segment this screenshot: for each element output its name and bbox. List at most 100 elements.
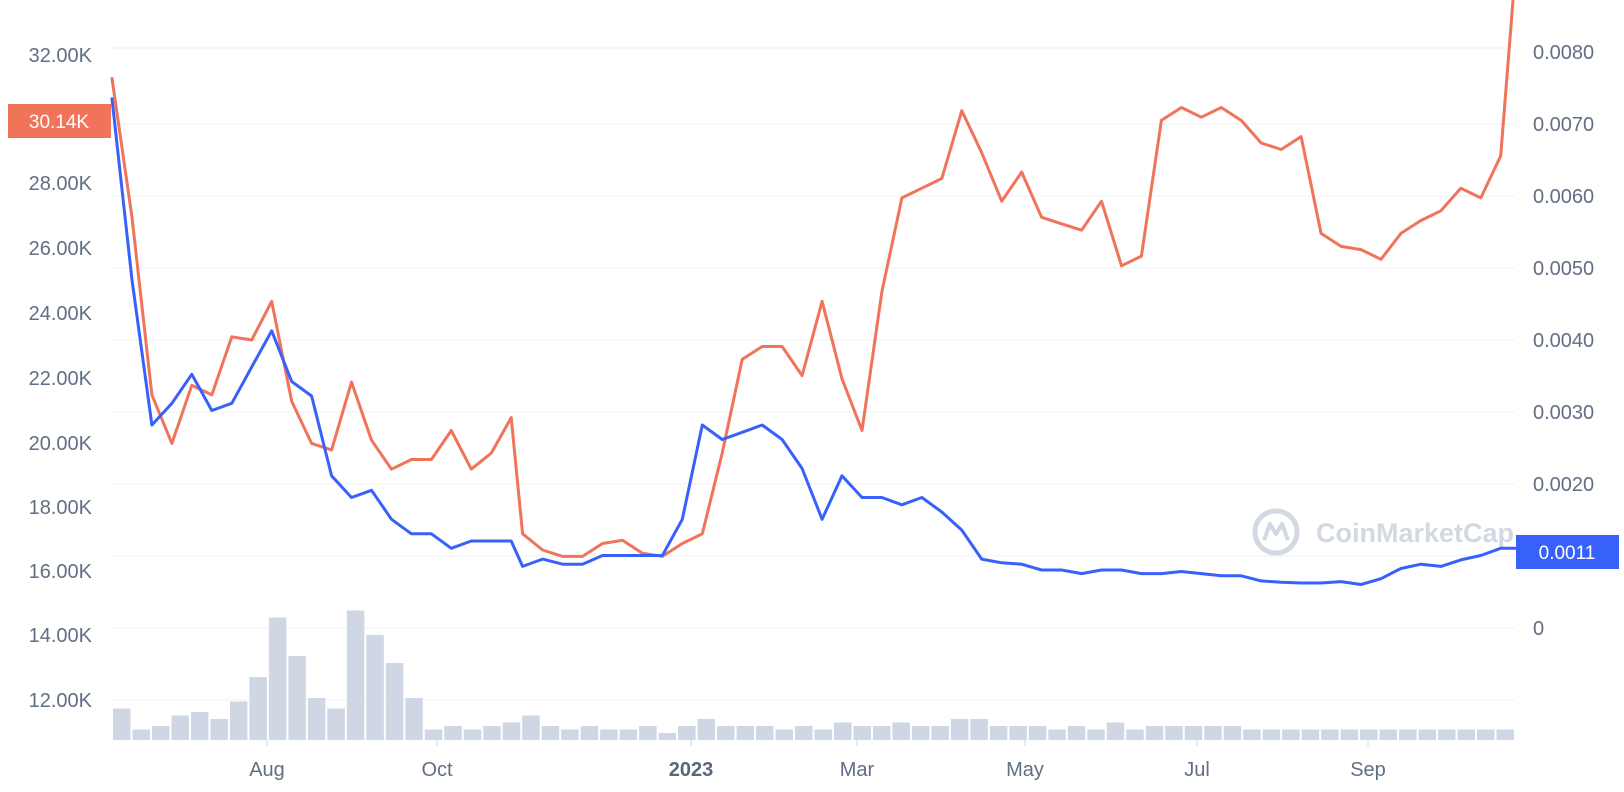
- volume-bar: [1282, 729, 1300, 740]
- x-tick-label: Sep: [1350, 759, 1386, 781]
- volume-bar: [346, 610, 365, 740]
- volume-bars: [113, 610, 1514, 740]
- y-left-tick-label: 18.00K: [29, 497, 93, 519]
- volume-bar: [1204, 726, 1222, 740]
- volume-bar: [756, 726, 774, 740]
- volume-bar: [970, 719, 988, 740]
- volume-bar: [1106, 722, 1125, 740]
- volume-bar: [1184, 726, 1203, 740]
- volume-bar: [385, 663, 404, 740]
- volume-bar: [1145, 726, 1164, 740]
- series-lines: [110, 0, 1517, 586]
- coinmarketcap-logo-icon: [1252, 508, 1300, 556]
- volume-bar: [1262, 729, 1281, 740]
- volume-bar: [1048, 729, 1066, 740]
- volume-bar: [190, 712, 209, 740]
- volume-bar: [736, 726, 755, 740]
- y-right-tick-label: 0.0060: [1533, 186, 1594, 208]
- volume-bar: [268, 617, 287, 740]
- left-price-badge: 30.14K: [8, 104, 111, 138]
- volume-bar: [1457, 729, 1476, 740]
- volume-bar: [424, 729, 443, 740]
- volume-bar: [1496, 729, 1514, 740]
- volume-bar: [892, 722, 910, 740]
- y-left-tick-label: 14.00K: [29, 625, 93, 647]
- y-axis-right: 0.0080 0.0070 0.0060 0.0050 0.0040 0.0030 0.00…: [1533, 42, 1594, 640]
- volume-bar: [113, 708, 131, 740]
- volume-bar: [229, 701, 248, 740]
- volume-bar: [619, 729, 638, 740]
- x-tick-label: Jul: [1184, 759, 1210, 781]
- volume-bar: [151, 726, 170, 740]
- volume-bar: [1028, 726, 1047, 740]
- volume-bar: [366, 635, 384, 740]
- volume-bar: [463, 729, 482, 740]
- volume-bar: [600, 729, 618, 740]
- volume-bar: [210, 719, 228, 740]
- volume-bar: [1321, 729, 1339, 740]
- right-price-badge-text: 0.0011: [1539, 543, 1596, 564]
- coinmarketcap-logo-mark: [1262, 522, 1290, 541]
- series-line-right: [110, 97, 1517, 586]
- volume-bar: [911, 726, 930, 740]
- volume-bar: [950, 719, 969, 740]
- left-price-badge-text: 30.14K: [29, 112, 90, 133]
- volume-bar: [1477, 729, 1495, 740]
- volume-bar: [1360, 729, 1378, 740]
- y-right-tick-label: 0: [1533, 618, 1544, 640]
- y-right-tick-label: 0.0030: [1533, 402, 1594, 424]
- y-left-tick-label: 24.00K: [29, 303, 93, 325]
- volume-bar: [697, 719, 716, 740]
- volume-bar: [1418, 729, 1437, 740]
- x-tick-label: Oct: [421, 759, 453, 781]
- volume-bar: [288, 656, 306, 740]
- volume-bar: [872, 726, 891, 740]
- volume-bar: [1009, 726, 1027, 740]
- y-right-tick-label: 0.0080: [1533, 42, 1594, 64]
- volume-bar: [775, 729, 794, 740]
- volume-bar: [931, 726, 949, 740]
- volume-bar: [814, 729, 832, 740]
- volume-bar: [1379, 729, 1398, 740]
- volume-bar: [717, 726, 735, 740]
- volume-bar: [1301, 729, 1320, 740]
- volume-bar: [639, 726, 657, 740]
- x-tick-label: Mar: [840, 759, 875, 781]
- volume-bar: [678, 726, 696, 740]
- volume-bar: [249, 677, 267, 740]
- volume-bar: [795, 726, 813, 740]
- right-price-badge: 0.0011: [1516, 535, 1619, 569]
- y-right-tick-label: 0.0070: [1533, 114, 1594, 136]
- volume-bar: [1126, 729, 1144, 740]
- volume-bar: [1340, 729, 1359, 740]
- watermark: CoinMarketCap: [1252, 508, 1514, 556]
- y-axis-left: 32.00K 28.00K 26.00K 24.00K 22.00K 20.00K 18.0…: [29, 45, 93, 712]
- x-tick-label: May: [1006, 759, 1044, 781]
- volume-bar: [1223, 726, 1242, 740]
- watermark-text: CoinMarketCap: [1316, 518, 1514, 548]
- volume-bar: [327, 708, 345, 740]
- y-right-tick-label: 0.0020: [1533, 474, 1594, 496]
- volume-bar: [561, 729, 579, 740]
- volume-bar: [853, 726, 871, 740]
- volume-bar: [1165, 726, 1183, 740]
- volume-bar: [1067, 726, 1086, 740]
- y-left-tick-label: 22.00K: [29, 368, 93, 390]
- volume-bar: [483, 726, 501, 740]
- volume-bar: [1087, 729, 1105, 740]
- volume-bar: [444, 726, 462, 740]
- volume-bar: [541, 726, 560, 740]
- grid-lines: [112, 47, 1515, 701]
- y-left-tick-label: 28.00K: [29, 173, 93, 195]
- volume-bar: [833, 722, 852, 740]
- volume-bar: [1438, 729, 1456, 740]
- y-left-tick-label: 26.00K: [29, 238, 93, 260]
- volume-bar: [502, 722, 521, 740]
- y-right-tick-label: 0.0040: [1533, 330, 1594, 352]
- volume-bar: [658, 733, 677, 740]
- volume-bar: [522, 715, 540, 740]
- y-right-tick-label: 0.0050: [1533, 258, 1594, 280]
- series-line-left: [110, 0, 1515, 558]
- y-left-tick-label: 20.00K: [29, 433, 93, 455]
